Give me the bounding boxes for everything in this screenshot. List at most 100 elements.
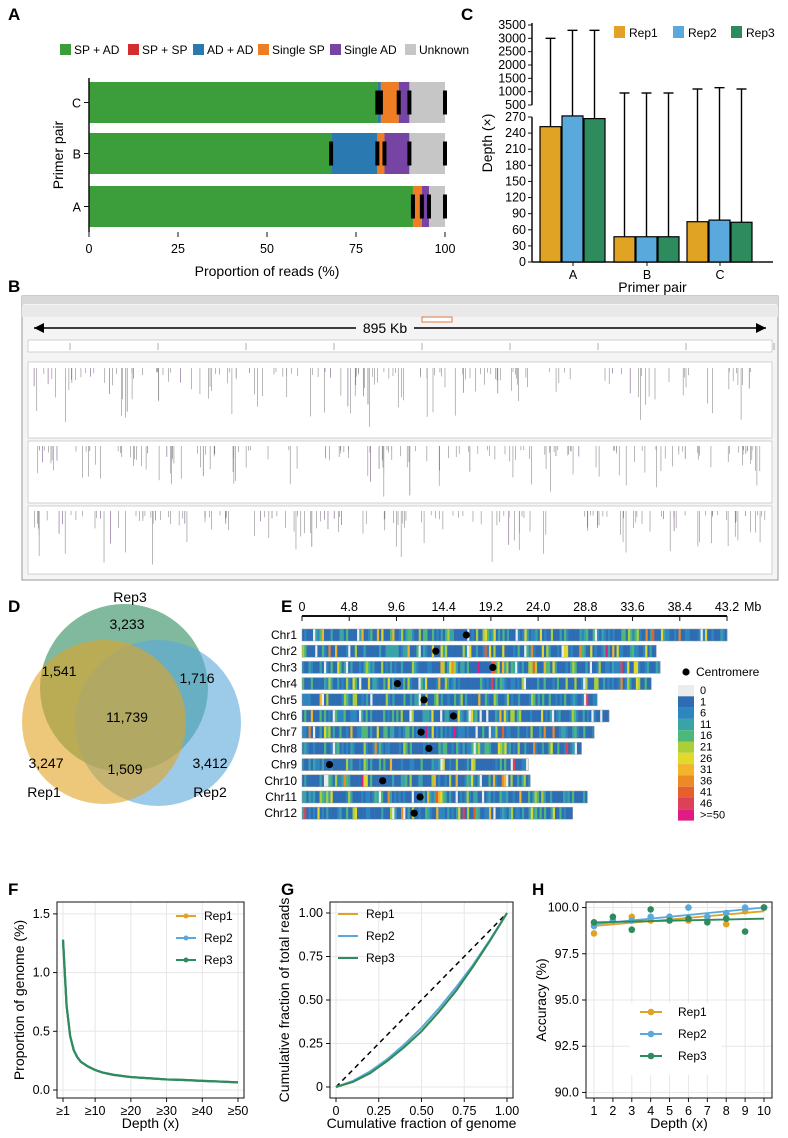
- plot-border-f: [56, 901, 245, 1099]
- y-tick-label-c: 3500: [498, 18, 526, 32]
- heat-cell: [437, 710, 441, 722]
- heat-cell: [554, 677, 558, 690]
- heat-cell: [638, 661, 641, 674]
- heat-cell: [515, 645, 518, 658]
- heat-cell: [385, 645, 389, 658]
- heat-cell: [411, 774, 415, 787]
- point-h-rep2: [628, 917, 636, 924]
- heat-cell: [508, 677, 511, 690]
- heat-cell: [323, 726, 327, 739]
- heat-cell: [458, 629, 461, 641]
- heat-cell: [579, 693, 583, 706]
- heat-cell: [392, 758, 395, 771]
- heat-cell: [468, 774, 472, 787]
- heat-cell: [400, 742, 404, 755]
- point-h-rep3: [685, 915, 692, 922]
- heat-cell: [396, 758, 399, 771]
- bar-a-c: [409, 82, 445, 123]
- heat-cell: [407, 645, 411, 658]
- heat-cell: [482, 677, 485, 690]
- heat-cell: [444, 758, 448, 771]
- heat-cell: [429, 710, 432, 722]
- heat-cell: [536, 710, 540, 722]
- heat-cell: [328, 645, 331, 658]
- x-tick-label-a: 50: [260, 242, 274, 256]
- heat-cell: [640, 661, 643, 674]
- heat-cell: [425, 661, 428, 674]
- heat-cell: [332, 726, 336, 739]
- heat-cell: [312, 710, 316, 722]
- heat-cell: [473, 807, 477, 820]
- heat-cell: [424, 774, 428, 787]
- heat-cell: [374, 629, 378, 641]
- heat-cell: [475, 661, 479, 674]
- heat-cell: [447, 629, 450, 641]
- heat-cell: [403, 758, 406, 771]
- heat-cell: [356, 710, 360, 722]
- y-tick-label-g: 0.25: [299, 1037, 323, 1051]
- bar-c-a: [539, 126, 562, 263]
- scale-label: 11: [700, 719, 711, 731]
- heat-cell: [550, 742, 554, 755]
- heat-cell: [440, 807, 444, 820]
- heat-cell: [361, 726, 364, 739]
- heat-cell: [400, 710, 404, 722]
- heat-cell: [499, 791, 503, 803]
- heat-cell: [678, 629, 682, 641]
- heat-cell: [308, 629, 312, 641]
- x-tick-label-f: ≥10: [85, 1104, 106, 1118]
- heat-cell: [392, 629, 395, 641]
- heat-cell: [464, 677, 468, 690]
- heat-cell: [576, 742, 580, 755]
- heat-cell: [462, 726, 465, 739]
- heat-cell: [569, 677, 573, 690]
- heat-cell: [537, 693, 541, 706]
- heat-cell: [398, 645, 402, 658]
- heat-cell: [532, 791, 535, 803]
- heat-cell: [352, 742, 356, 755]
- heat-cell: [583, 645, 587, 658]
- heat-cell: [345, 791, 349, 803]
- heat-cell: [407, 742, 411, 755]
- heat-cell: [526, 742, 529, 755]
- heat-cell: [501, 791, 505, 803]
- heat-cell: [612, 645, 615, 658]
- heat-cell: [649, 629, 653, 641]
- chromosome-chr5: [301, 693, 598, 707]
- heat-cell: [586, 629, 589, 641]
- heat-cell: [391, 791, 395, 803]
- heat-cell: [339, 758, 342, 771]
- heat-cell: [579, 645, 582, 658]
- x-tick-label-a: 75: [349, 242, 363, 256]
- heat-cell: [613, 661, 617, 674]
- heat-cell: [682, 629, 686, 641]
- heat-cell: [418, 774, 421, 787]
- heat-cell: [591, 677, 595, 690]
- heat-cell: [546, 693, 549, 706]
- heat-cell: [557, 742, 560, 755]
- heat-cell: [425, 726, 428, 739]
- heat-cell: [526, 645, 529, 658]
- heat-cell: [587, 726, 591, 739]
- heat-cell: [335, 693, 338, 706]
- heat-cell: [323, 774, 327, 787]
- heat-cell: [513, 742, 516, 755]
- heat-cell: [370, 645, 373, 658]
- heat-cell: [385, 629, 389, 641]
- heat-cell: [447, 807, 450, 820]
- heat-cell: [317, 693, 320, 706]
- heat-cell: [713, 629, 717, 641]
- heat-cell: [470, 710, 474, 722]
- heat-cell: [523, 726, 527, 739]
- heat-cell: [306, 629, 309, 641]
- heat-cell: [326, 774, 329, 787]
- heat-cell: [405, 807, 408, 820]
- heat-cell: [332, 661, 336, 674]
- heat-cell: [387, 807, 391, 820]
- heat-cell: [546, 629, 549, 641]
- heat-cell: [370, 693, 373, 706]
- heat-cell: [552, 726, 555, 739]
- heat-cell: [359, 726, 362, 739]
- centromere-dot: [420, 696, 428, 704]
- heat-cell: [537, 645, 540, 658]
